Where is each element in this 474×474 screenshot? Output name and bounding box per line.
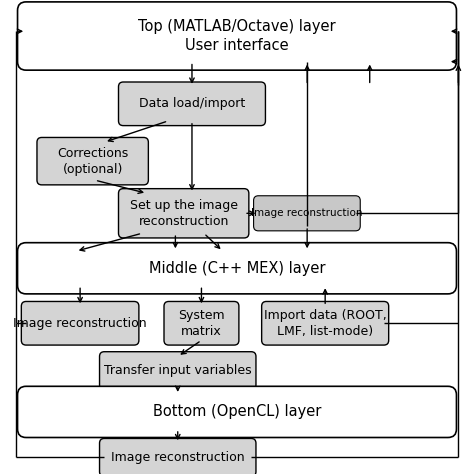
FancyBboxPatch shape (164, 301, 239, 345)
Text: Data load/import: Data load/import (139, 97, 245, 110)
FancyBboxPatch shape (100, 438, 256, 474)
Text: Image reconstruction: Image reconstruction (251, 208, 363, 219)
FancyBboxPatch shape (18, 243, 456, 294)
Text: Image reconstruction: Image reconstruction (13, 317, 147, 330)
FancyBboxPatch shape (21, 301, 139, 345)
Text: Transfer input variables: Transfer input variables (104, 364, 252, 377)
FancyBboxPatch shape (18, 386, 456, 438)
FancyBboxPatch shape (262, 301, 389, 345)
Text: Image reconstruction: Image reconstruction (111, 451, 245, 464)
FancyBboxPatch shape (100, 352, 256, 390)
Text: Bottom (OpenCL) layer: Bottom (OpenCL) layer (153, 404, 321, 419)
FancyBboxPatch shape (254, 196, 360, 231)
Text: Set up the image
reconstruction: Set up the image reconstruction (130, 199, 237, 228)
Text: Import data (ROOT,
LMF, list-mode): Import data (ROOT, LMF, list-mode) (264, 309, 386, 338)
FancyBboxPatch shape (118, 82, 265, 126)
Text: Top (MATLAB/Octave) layer
User interface: Top (MATLAB/Octave) layer User interface (138, 19, 336, 53)
FancyBboxPatch shape (118, 189, 249, 238)
Text: System
matrix: System matrix (178, 309, 225, 338)
FancyBboxPatch shape (37, 137, 148, 185)
FancyBboxPatch shape (18, 2, 456, 70)
Text: Middle (C++ MEX) layer: Middle (C++ MEX) layer (149, 261, 325, 276)
Text: Corrections
(optional): Corrections (optional) (57, 146, 128, 176)
